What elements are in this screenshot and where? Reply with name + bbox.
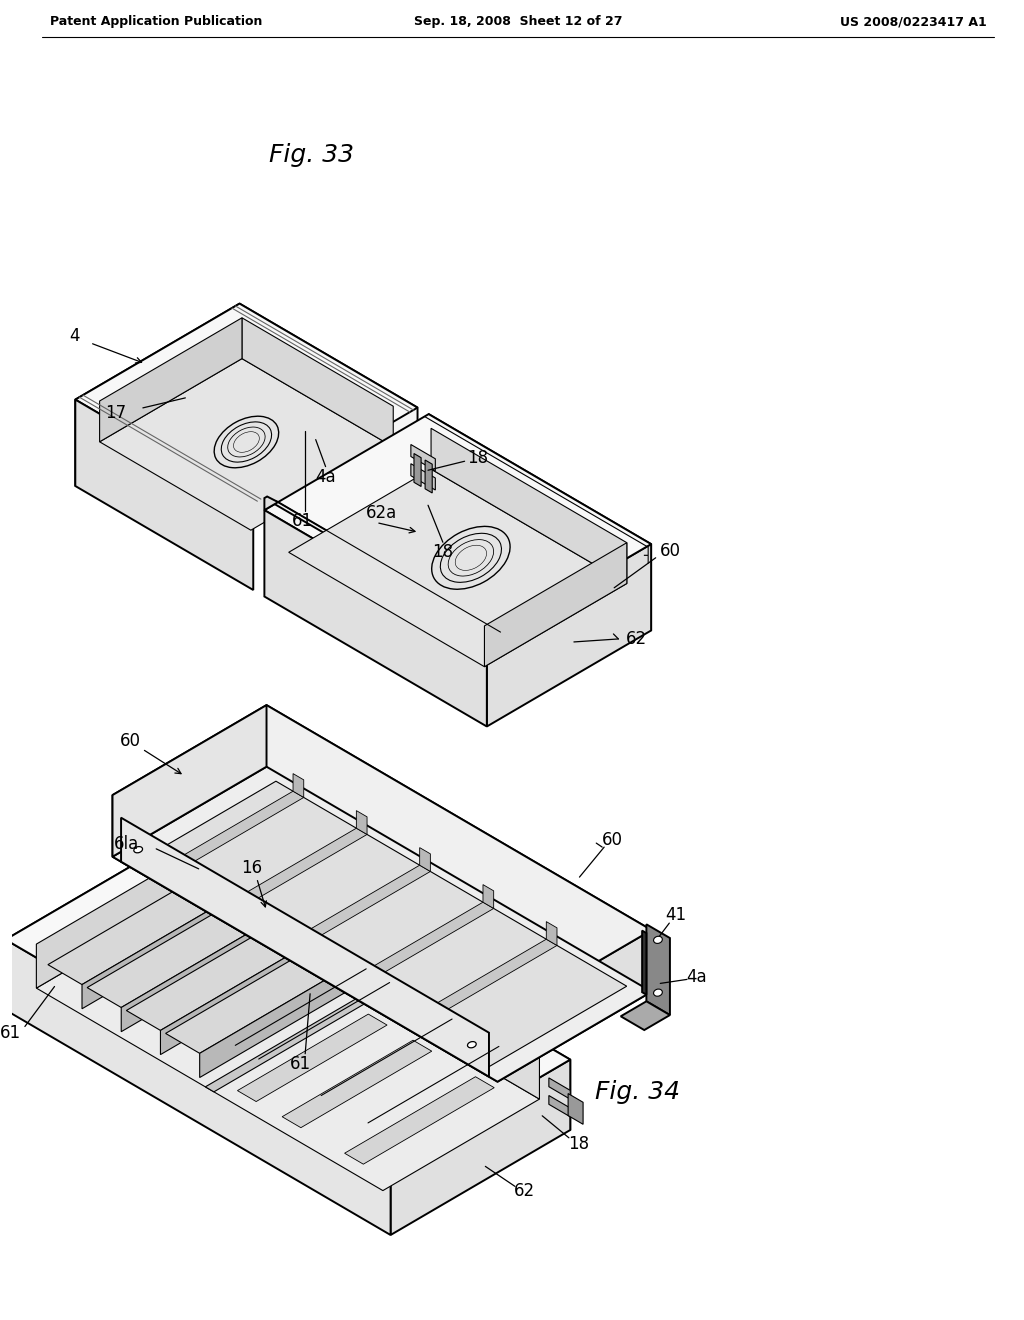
- Polygon shape: [76, 304, 418, 504]
- Polygon shape: [5, 940, 390, 1236]
- Polygon shape: [193, 853, 540, 1100]
- Text: 60: 60: [660, 541, 681, 560]
- Text: 61: 61: [290, 1055, 311, 1073]
- Polygon shape: [289, 469, 627, 667]
- Polygon shape: [206, 995, 371, 1092]
- Polygon shape: [99, 359, 393, 531]
- Polygon shape: [113, 767, 651, 1081]
- Text: Patent Application Publication: Patent Application Publication: [50, 16, 262, 29]
- Polygon shape: [646, 924, 670, 1015]
- Polygon shape: [76, 400, 253, 590]
- Polygon shape: [408, 940, 557, 1027]
- Polygon shape: [283, 1040, 432, 1127]
- Text: 60: 60: [601, 832, 623, 849]
- Text: Sep. 18, 2008  Sheet 12 of 27: Sep. 18, 2008 Sheet 12 of 27: [414, 16, 623, 29]
- Text: 62: 62: [627, 630, 647, 648]
- Polygon shape: [411, 445, 435, 471]
- Text: 62a: 62a: [366, 503, 396, 521]
- Text: ┤: ┤: [643, 546, 652, 564]
- Polygon shape: [76, 304, 240, 486]
- Polygon shape: [161, 945, 307, 1055]
- Polygon shape: [546, 921, 557, 945]
- Text: 17: 17: [104, 404, 126, 422]
- Polygon shape: [121, 921, 267, 1032]
- Polygon shape: [5, 834, 570, 1164]
- Polygon shape: [5, 834, 185, 1010]
- Polygon shape: [121, 817, 489, 1077]
- Text: 4a: 4a: [315, 467, 336, 486]
- Polygon shape: [429, 414, 651, 631]
- Polygon shape: [414, 454, 421, 487]
- Text: Fig. 33: Fig. 33: [269, 143, 354, 168]
- Ellipse shape: [134, 846, 142, 853]
- Polygon shape: [264, 510, 486, 726]
- Text: 18: 18: [467, 449, 488, 467]
- Polygon shape: [155, 791, 304, 878]
- Polygon shape: [240, 304, 418, 494]
- Polygon shape: [484, 543, 627, 667]
- Text: 41: 41: [666, 906, 687, 924]
- Text: Fig. 34: Fig. 34: [595, 1080, 680, 1104]
- Polygon shape: [361, 952, 371, 1001]
- Polygon shape: [411, 463, 435, 490]
- Text: 18: 18: [568, 1135, 590, 1152]
- Polygon shape: [549, 1096, 570, 1117]
- Polygon shape: [87, 902, 267, 1007]
- Polygon shape: [272, 925, 307, 969]
- Ellipse shape: [653, 989, 663, 997]
- Polygon shape: [420, 847, 430, 871]
- Polygon shape: [344, 902, 494, 990]
- Polygon shape: [185, 834, 570, 1130]
- Polygon shape: [113, 705, 266, 857]
- Polygon shape: [166, 948, 346, 1053]
- Polygon shape: [356, 810, 367, 834]
- Text: 61: 61: [0, 1024, 20, 1043]
- Polygon shape: [642, 931, 646, 995]
- Polygon shape: [195, 879, 228, 923]
- Text: 62: 62: [514, 1183, 536, 1200]
- Polygon shape: [264, 414, 651, 640]
- Polygon shape: [549, 1078, 570, 1100]
- Text: 60: 60: [120, 731, 140, 750]
- Polygon shape: [113, 795, 498, 1081]
- Polygon shape: [281, 865, 430, 953]
- Ellipse shape: [653, 936, 663, 944]
- Polygon shape: [242, 318, 393, 447]
- Text: US 2008/0223417 A1: US 2008/0223417 A1: [840, 16, 986, 29]
- Text: 6la: 6la: [114, 834, 139, 853]
- Polygon shape: [37, 853, 193, 989]
- Polygon shape: [498, 931, 651, 1081]
- Polygon shape: [233, 902, 267, 946]
- Polygon shape: [99, 318, 242, 442]
- Text: 61: 61: [292, 512, 313, 531]
- Polygon shape: [312, 948, 346, 993]
- Polygon shape: [486, 544, 651, 726]
- Polygon shape: [621, 1002, 670, 1030]
- Polygon shape: [264, 496, 279, 510]
- Polygon shape: [200, 968, 346, 1077]
- Polygon shape: [266, 705, 651, 991]
- Polygon shape: [37, 896, 540, 1191]
- Polygon shape: [293, 774, 304, 797]
- Polygon shape: [238, 1014, 387, 1102]
- Text: 4: 4: [70, 327, 80, 345]
- Polygon shape: [137, 781, 627, 1067]
- Polygon shape: [82, 899, 228, 1008]
- Polygon shape: [113, 705, 651, 1020]
- Text: 18: 18: [432, 544, 454, 561]
- Polygon shape: [483, 884, 494, 908]
- Polygon shape: [126, 925, 307, 1031]
- Polygon shape: [345, 1077, 495, 1164]
- Polygon shape: [218, 828, 367, 916]
- Text: 16: 16: [241, 859, 262, 876]
- Text: 4a: 4a: [686, 969, 708, 986]
- Polygon shape: [48, 879, 228, 985]
- Polygon shape: [390, 1060, 570, 1236]
- Ellipse shape: [468, 1041, 476, 1048]
- Polygon shape: [264, 498, 501, 632]
- Polygon shape: [568, 1093, 583, 1125]
- Polygon shape: [425, 461, 432, 492]
- Polygon shape: [431, 428, 627, 583]
